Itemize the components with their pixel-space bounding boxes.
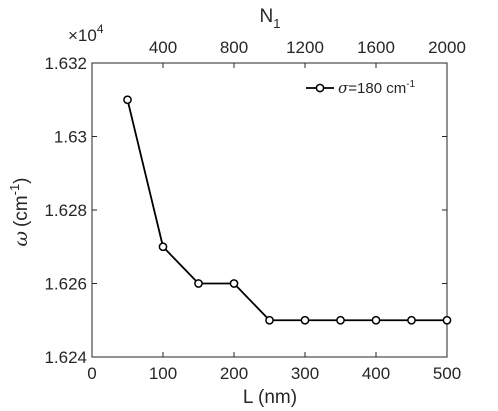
data-point [336,315,345,325]
y-multiplier-exp: 4 [97,22,104,36]
y-tick-label: 1.632 [44,54,87,73]
x-tick-label: 100 [149,364,177,383]
x-tick-label: 500 [433,364,461,383]
y-axis-title: ω (cm-1) [7,177,32,246]
x-tick-label: 400 [362,364,390,383]
series-layer [123,95,452,325]
x-axis-title: L (nm) [243,387,297,408]
top-x-tick-label: 800 [220,38,248,57]
top-x-tick-label: 1600 [357,38,395,57]
plot-frame [91,62,448,358]
data-point [300,315,310,325]
data-point [194,279,203,288]
top-x-axis-title-sub: 1 [273,16,280,31]
top-x-tick-label: 2000 [428,38,466,57]
y-multiplier-prefix: ×10 [68,26,97,45]
ticks: 0 100 200 300 400 500 400 800 1200 1600 2000 1.624 1… [44,38,465,383]
y-tick-label: 1.63 [54,128,87,147]
data-point [442,315,452,325]
legend-symbol: σ [338,79,349,97]
data-point [265,315,274,325]
legend: σ=180 cm-1 [306,79,416,97]
axes [91,62,448,358]
y-multiplier-label: ×104 [68,22,104,45]
y-axis-title-close: ) [11,177,32,183]
data-point [407,315,416,325]
y-axis-title-unit: (cm [11,195,32,227]
y-tick-label: 1.626 [44,275,87,294]
x-tick-label: 0 [87,364,96,383]
top-x-tick-label: 400 [149,38,177,57]
y-axis-title-symbol: ω [10,231,32,247]
data-point [229,279,239,288]
x-tick-label: 300 [291,364,319,383]
top-x-axis-title: N1 [260,6,281,31]
top-x-tick-label: 1200 [286,38,324,57]
data-point [371,315,381,325]
y-tick-label: 1.628 [44,201,87,220]
y-tick-label: 1.624 [44,348,87,367]
data-point [123,95,132,105]
legend-marker [315,83,325,93]
legend-exp: -1 [406,79,415,90]
top-x-axis-title-base: N [260,6,274,27]
legend-text: =180 cm [348,80,406,97]
legend-label: σ=180 cm-1 [338,79,416,97]
x-tick-label: 200 [220,364,248,383]
y-axis-title-exp: -1 [7,184,22,196]
series-line [126,99,447,322]
data-point [158,242,168,252]
